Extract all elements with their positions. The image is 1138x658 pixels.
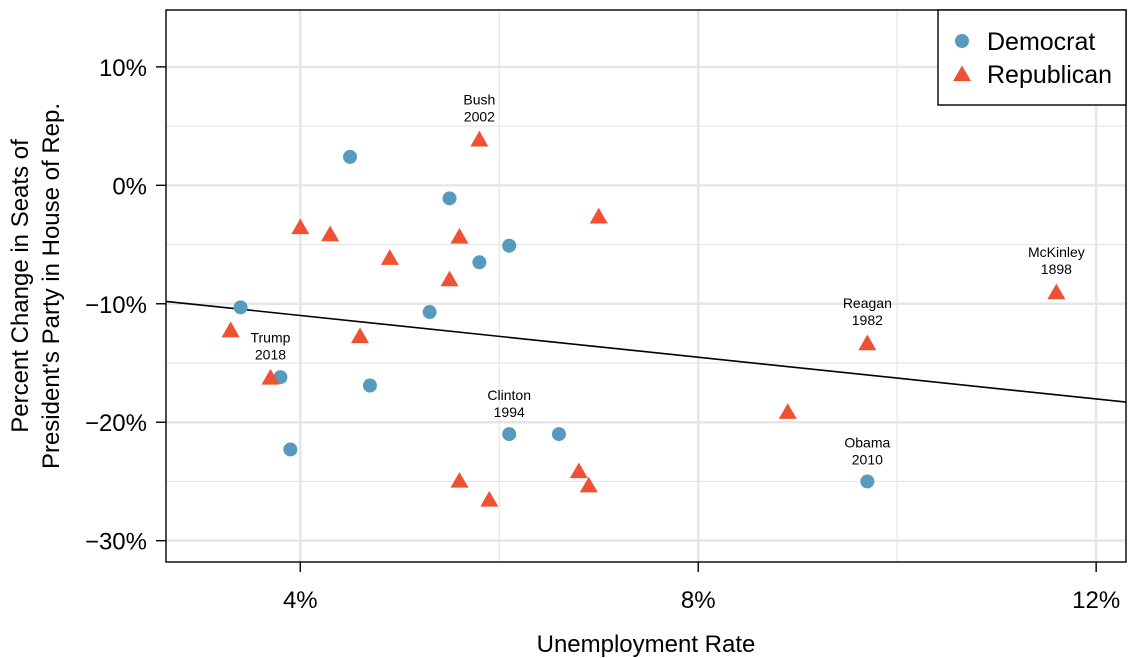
point-label-name: Obama	[844, 434, 890, 450]
republican-point	[569, 462, 588, 479]
y-tick-label: −10%	[85, 292, 147, 319]
republican-point	[480, 490, 499, 507]
democrat-point	[343, 149, 358, 164]
democrat-point	[422, 305, 437, 320]
x-tick-label: 4%	[283, 587, 318, 614]
democrat-point	[233, 300, 248, 315]
republican-point	[1047, 283, 1066, 300]
x-tick-label: 12%	[1072, 587, 1120, 614]
republican-point	[291, 218, 310, 235]
point-label-name: Reagan	[843, 295, 892, 311]
democrat-point	[472, 255, 487, 270]
point-label-year: 1994	[494, 404, 525, 420]
democrat-point	[283, 442, 298, 457]
legend-republican-marker	[952, 65, 972, 82]
point-label-year: 2018	[255, 346, 286, 362]
y-tick-label: 10%	[99, 55, 147, 82]
republican-point	[450, 471, 469, 488]
data-points	[221, 130, 1066, 507]
y-tick-label: −30%	[85, 529, 147, 556]
point-label-year: 1982	[852, 312, 883, 328]
republican-point	[778, 403, 797, 419]
legend: Democrat Republican	[937, 9, 1127, 106]
republican-point	[440, 270, 459, 287]
republican-point	[589, 207, 608, 224]
republican-point	[858, 334, 877, 351]
legend-republican-label: Republican	[987, 61, 1112, 89]
point-label-name: Bush	[463, 91, 495, 107]
republican-point	[221, 321, 240, 338]
republican-point	[450, 227, 469, 244]
y-tick-label: 0%	[112, 173, 147, 200]
democrat-point	[502, 238, 517, 253]
point-label-year: 1898	[1041, 261, 1072, 277]
democrat-point	[442, 191, 457, 206]
legend-democrat-label: Democrat	[987, 28, 1095, 56]
point-label-name: Trump	[250, 329, 290, 345]
republican-point	[380, 249, 399, 265]
republican-point	[261, 368, 280, 385]
point-label-name: Clinton	[487, 387, 531, 403]
trend-line	[165, 300, 1127, 403]
axes: 4% 8% 12% 10% 0% −10% −20% −30%	[85, 55, 1120, 614]
point-label-year: 2002	[464, 108, 495, 124]
plot-frame	[165, 9, 1127, 563]
y-tick-label: −20%	[85, 410, 147, 437]
x-axis-title: Unemployment Rate	[537, 631, 756, 658]
republican-point	[321, 225, 340, 242]
republican-point	[579, 476, 598, 493]
y-axis-title-line1: Percent Change in Seats of	[7, 139, 34, 433]
legend-democrat-marker	[955, 34, 969, 48]
point-label-name: McKinley	[1028, 244, 1085, 260]
x-tick-label: 8%	[681, 587, 716, 614]
trend-line-layer	[165, 300, 1127, 403]
gridlines	[166, 10, 1126, 562]
point-label-year: 2010	[852, 451, 883, 467]
republican-point	[350, 327, 370, 344]
legend-box	[937, 9, 1127, 106]
democrat-point	[551, 427, 566, 442]
democrat-point	[362, 378, 377, 393]
republican-point	[470, 130, 489, 147]
y-axis-title-line2: President's Party in House of Rep.	[38, 103, 65, 469]
democrat-point	[860, 474, 875, 489]
democrat-point	[502, 427, 517, 442]
